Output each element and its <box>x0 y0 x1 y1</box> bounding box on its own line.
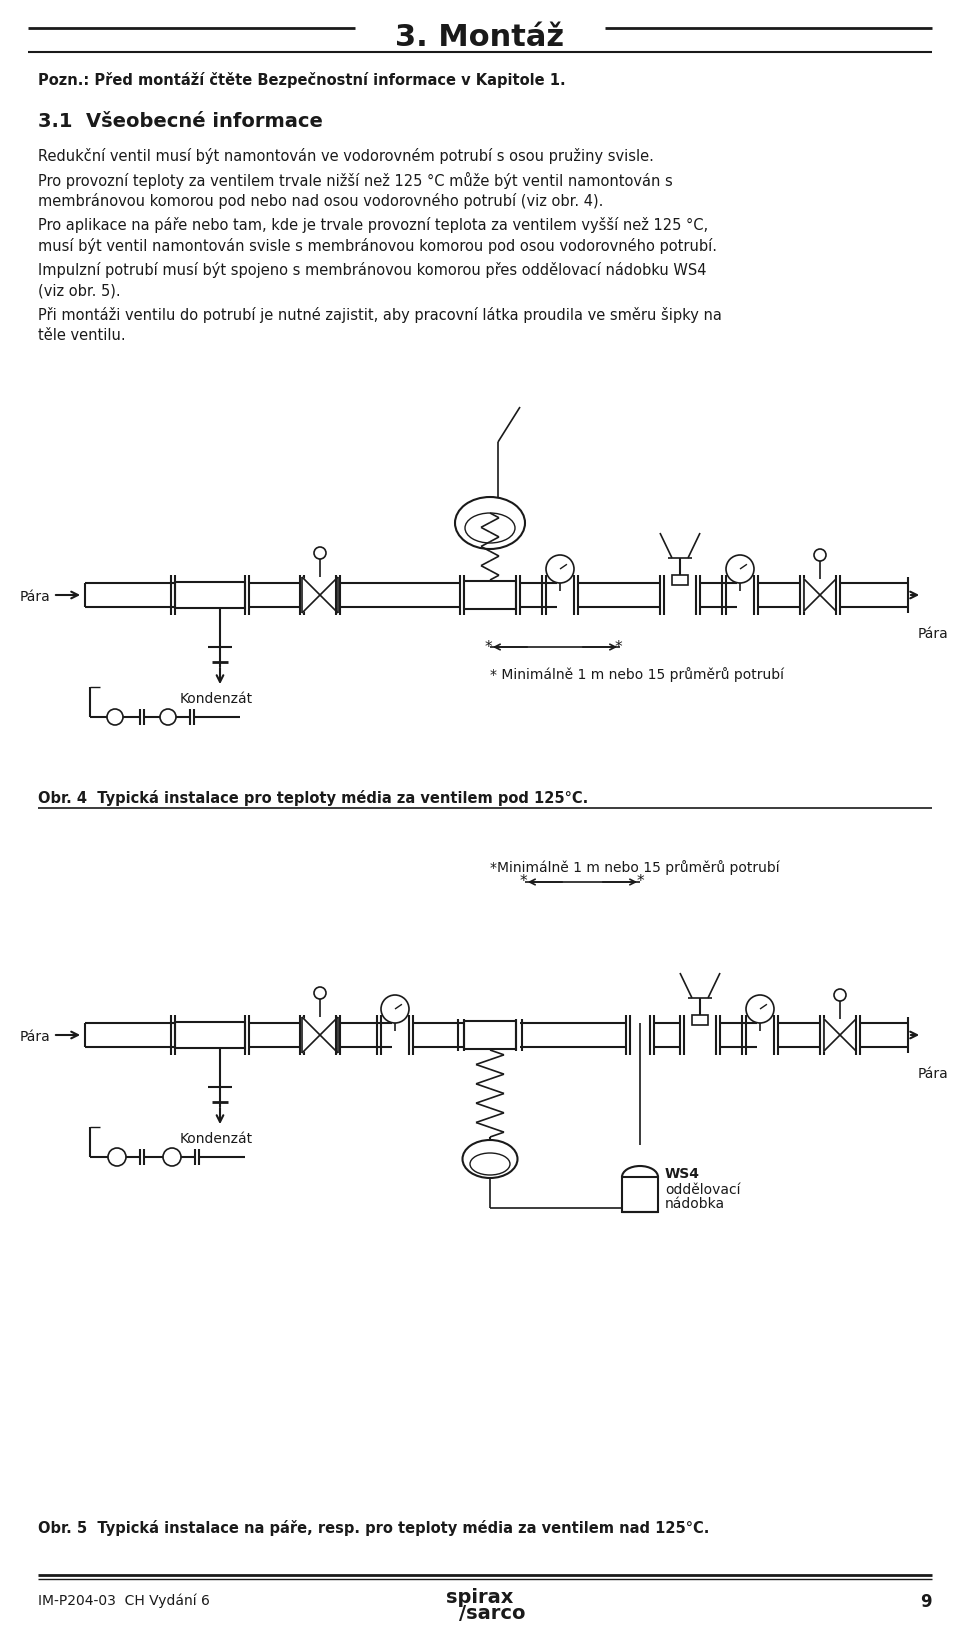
Circle shape <box>314 546 326 559</box>
Circle shape <box>814 550 826 561</box>
Text: membránovou komorou pod nebo nad osou vodorovného potrubí (viz obr. 4).: membránovou komorou pod nebo nad osou vo… <box>38 193 604 210</box>
Text: oddělovací: oddělovací <box>665 1184 740 1197</box>
Text: *: * <box>519 875 527 889</box>
Text: 3.1  Všeobecné informace: 3.1 Všeobecné informace <box>38 112 323 132</box>
Circle shape <box>746 995 774 1023</box>
Polygon shape <box>804 579 820 611</box>
Bar <box>692 1015 708 1024</box>
Circle shape <box>314 987 326 998</box>
Circle shape <box>108 1148 126 1166</box>
Text: Redukční ventil musí být namontován ve vodorovném potrubí s osou pružiny svisle.: Redukční ventil musí být namontován ve v… <box>38 148 654 164</box>
Text: Pára: Pára <box>20 590 51 603</box>
Circle shape <box>834 989 846 1002</box>
Bar <box>175 1023 245 1049</box>
Circle shape <box>726 554 754 584</box>
Text: těle ventilu.: těle ventilu. <box>38 328 126 343</box>
Polygon shape <box>820 579 836 611</box>
Polygon shape <box>302 1016 320 1054</box>
Circle shape <box>381 995 409 1023</box>
Circle shape <box>107 709 123 725</box>
Bar <box>672 576 688 585</box>
Circle shape <box>546 554 574 584</box>
Circle shape <box>163 1148 181 1166</box>
Ellipse shape <box>455 498 525 550</box>
Text: *: * <box>614 641 622 655</box>
Bar <box>175 582 245 608</box>
Text: Pro provozní teploty za ventilem trvale nižší než 125 °C může být ventil namonto: Pro provozní teploty za ventilem trvale … <box>38 172 673 189</box>
Text: Impulzní potrubí musí být spojeno s membránovou komorou přes oddělovací nádobku : Impulzní potrubí musí být spojeno s memb… <box>38 262 707 278</box>
Text: IM-P204-03  CH Vydání 6: IM-P204-03 CH Vydání 6 <box>38 1593 210 1608</box>
Text: Pára: Pára <box>20 1029 51 1044</box>
Ellipse shape <box>622 1166 658 1189</box>
Text: Pára: Pára <box>918 628 948 641</box>
Ellipse shape <box>470 1153 510 1176</box>
Text: /sarco: /sarco <box>459 1603 525 1623</box>
Text: musí být ventil namontován svisle s membránovou komorou pod osou vodorovného pot: musí být ventil namontován svisle s memb… <box>38 237 717 254</box>
Text: 3. Montáž: 3. Montáž <box>396 23 564 52</box>
Text: *Minimálně 1 m nebo 15 průměrů potrubí: *Minimálně 1 m nebo 15 průměrů potrubí <box>490 860 780 875</box>
Text: Pára: Pára <box>918 1067 948 1081</box>
Text: (viz obr. 5).: (viz obr. 5). <box>38 283 121 298</box>
Text: Obr. 4  Typická instalace pro teploty média za ventilem pod 125°C.: Obr. 4 Typická instalace pro teploty méd… <box>38 790 588 806</box>
Text: Pozn.: Před montáží čtěte Bezpečnostní informace v Kapitole 1.: Pozn.: Před montáží čtěte Bezpečnostní i… <box>38 72 565 88</box>
Text: WS4: WS4 <box>665 1167 700 1180</box>
Text: spirax: spirax <box>446 1589 514 1606</box>
Text: *: * <box>636 875 644 889</box>
Ellipse shape <box>463 1140 517 1177</box>
Bar <box>622 1177 658 1211</box>
Text: *: * <box>484 641 492 655</box>
Text: Obr. 5  Typická instalace na páře, resp. pro teploty média za ventilem nad 125°C: Obr. 5 Typická instalace na páře, resp. … <box>38 1520 709 1537</box>
Circle shape <box>160 709 176 725</box>
Text: Kondenzát: Kondenzát <box>180 1132 253 1146</box>
Bar <box>464 580 516 610</box>
Polygon shape <box>824 1020 840 1050</box>
Text: * Minimálně 1 m nebo 15 průměrů potrubí: * Minimálně 1 m nebo 15 průměrů potrubí <box>490 667 784 681</box>
Polygon shape <box>320 577 338 613</box>
Text: nádobka: nádobka <box>665 1197 725 1211</box>
Text: Pro aplikace na páře nebo tam, kde je trvale provozní teplota za ventilem vyšší : Pro aplikace na páře nebo tam, kde je tr… <box>38 216 708 233</box>
Bar <box>464 1021 516 1049</box>
Polygon shape <box>840 1020 856 1050</box>
Polygon shape <box>320 1016 338 1054</box>
Text: Při montáži ventilu do potrubí je nutné zajistit, aby pracovní látka proudila ve: Při montáži ventilu do potrubí je nutné … <box>38 307 722 324</box>
Text: 9: 9 <box>921 1593 932 1611</box>
Text: Kondenzát: Kondenzát <box>180 693 253 706</box>
Polygon shape <box>302 577 320 613</box>
Ellipse shape <box>465 512 515 543</box>
